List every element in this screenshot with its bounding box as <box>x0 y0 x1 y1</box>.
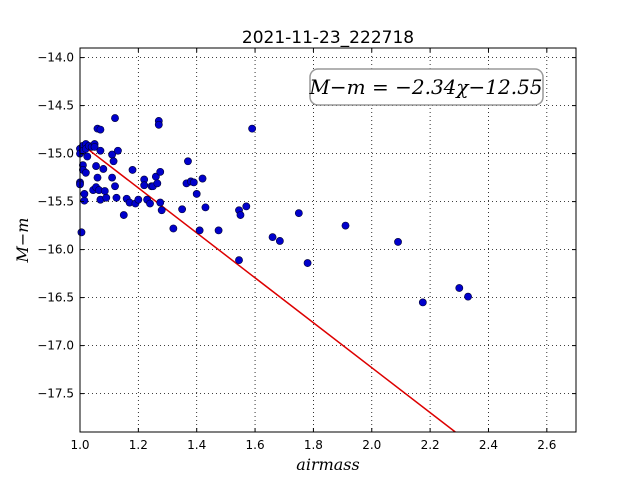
x-tick-label: 1.6 <box>246 438 265 452</box>
x-tick-label: 2.2 <box>421 438 440 452</box>
data-point <box>108 173 116 182</box>
data-point <box>100 187 109 195</box>
data-point <box>157 206 166 215</box>
data-point <box>154 120 163 129</box>
data-point <box>81 168 90 177</box>
y-tick-label: −14.0 <box>37 51 74 65</box>
data-point <box>77 228 86 237</box>
data-point <box>109 157 118 166</box>
data-point <box>96 146 105 155</box>
annotation-text: M−m = −2.34χ−12.55 <box>308 75 542 99</box>
data-point <box>156 167 165 176</box>
data-point <box>156 198 165 207</box>
axis-ticks <box>79 48 576 432</box>
annotation-box <box>309 68 544 106</box>
data-point <box>184 157 192 166</box>
data-point <box>99 165 108 173</box>
data-point <box>242 202 251 211</box>
data-point <box>92 162 100 170</box>
plot-area <box>80 48 576 432</box>
fit-line-group <box>79 142 456 433</box>
data-point <box>128 166 137 174</box>
chart-title: 2021-11-23_222718 <box>242 28 414 48</box>
data-point <box>303 259 312 267</box>
data-point <box>111 114 119 122</box>
data-point <box>80 190 89 198</box>
data-point <box>111 182 119 191</box>
data-point <box>248 124 257 133</box>
data-point <box>192 190 201 198</box>
data-point <box>169 224 178 233</box>
data-point <box>214 226 223 235</box>
data-point <box>83 152 92 161</box>
y-tick-label: −15.5 <box>37 195 74 209</box>
x-tick-label: 2.4 <box>479 438 498 452</box>
x-tick-label: 2.0 <box>362 438 381 452</box>
data-point <box>418 298 427 307</box>
data-point <box>80 196 89 205</box>
data-point <box>341 221 350 230</box>
x-tick-label: 1.8 <box>304 438 323 452</box>
data-points <box>76 114 472 307</box>
data-point <box>201 203 210 212</box>
data-point <box>93 173 102 182</box>
fit-annotation: M−m = −2.34χ−12.55 <box>308 68 544 106</box>
data-point <box>96 125 105 134</box>
data-point <box>275 237 284 245</box>
grid <box>79 48 576 432</box>
y-tick-label: −17.0 <box>37 339 74 353</box>
x-axis-label: airmass <box>296 455 359 474</box>
data-point <box>134 195 143 204</box>
fit-line <box>79 142 456 433</box>
data-point <box>268 233 277 242</box>
data-point <box>119 211 128 219</box>
tick-labels: 1.0 1.2 1.4 1.6 1.8 2.0 2.2 2.4 2.6 −14.0 −14.5 −15… <box>37 51 556 452</box>
data-point <box>153 179 162 188</box>
data-point <box>178 205 187 214</box>
x-tick-label: 2.6 <box>537 438 556 452</box>
data-point <box>198 174 207 183</box>
y-tick-label: −15.0 <box>37 147 74 161</box>
data-point <box>464 292 472 301</box>
data-point <box>235 256 243 265</box>
data-point <box>90 142 99 151</box>
data-point <box>112 193 121 202</box>
y-tick-label: −16.5 <box>37 291 74 305</box>
x-tick-label: 1.2 <box>129 438 148 452</box>
y-tick-label: −16.0 <box>37 243 74 257</box>
data-point <box>146 199 154 208</box>
x-tick-label: 1.0 <box>70 438 89 452</box>
data-point <box>195 226 204 235</box>
data-point <box>114 146 122 155</box>
data-point <box>455 284 464 292</box>
data-point <box>140 181 149 190</box>
data-point <box>394 238 402 246</box>
y-axis-label: M−m <box>13 218 32 264</box>
data-point <box>102 193 111 202</box>
data-point <box>189 178 198 187</box>
y-tick-label: −17.5 <box>37 387 74 401</box>
data-point <box>294 209 303 218</box>
data-point <box>236 211 245 219</box>
y-tick-label: −14.5 <box>37 99 74 113</box>
plot-frame <box>79 47 577 433</box>
x-tick-label: 1.4 <box>187 438 206 452</box>
